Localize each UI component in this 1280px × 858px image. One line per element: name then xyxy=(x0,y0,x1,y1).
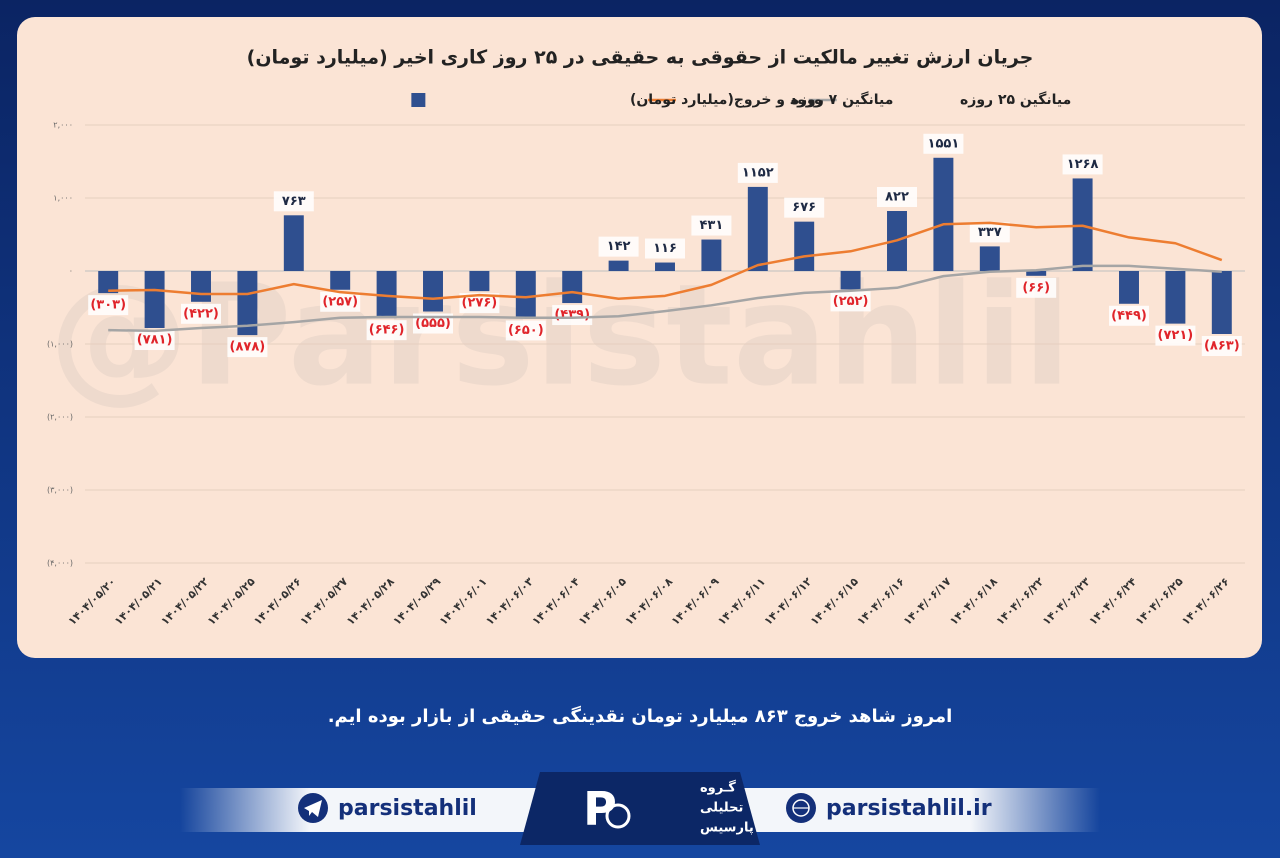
legend-label: ورود و خروج(میلیارد تومان) xyxy=(630,92,823,108)
data-label-box xyxy=(1109,305,1149,326)
data-label: ۳۳۷ xyxy=(978,225,1002,240)
telegram-glyph xyxy=(304,800,322,817)
data-label-box xyxy=(645,238,685,259)
bar xyxy=(701,239,722,271)
data-label: ۸۲۲ xyxy=(885,189,909,204)
data-label: ۴۳۱ xyxy=(699,218,723,233)
data-label: (۷۲۱) xyxy=(1158,328,1194,343)
bar xyxy=(1211,271,1232,334)
bar xyxy=(469,271,490,292)
data-label: (۸۷۸) xyxy=(230,340,266,355)
data-label-box xyxy=(1016,277,1057,298)
y-tick-label: ۰ xyxy=(69,267,73,276)
data-label: (۲۵۷) xyxy=(322,294,358,309)
bar xyxy=(144,271,165,329)
bar xyxy=(515,271,536,319)
bar xyxy=(1165,271,1186,324)
bar xyxy=(562,271,583,304)
data-label-box xyxy=(737,162,778,183)
data-label-box xyxy=(227,337,268,358)
bar xyxy=(1026,271,1047,276)
y-tick-label: (۲,۰۰۰) xyxy=(47,413,73,422)
data-label-box xyxy=(505,320,546,341)
data-label: (۷۸۱) xyxy=(137,333,173,348)
data-label: ۷۶۳ xyxy=(282,194,306,209)
y-tick-label: ۱,۰۰۰ xyxy=(53,194,73,203)
logo-text: پارسیس xyxy=(700,821,754,836)
data-label-box xyxy=(273,191,314,212)
data-label: (۴۳۹) xyxy=(554,308,590,323)
data-label-box xyxy=(877,186,917,207)
bar xyxy=(283,215,304,271)
data-label-box xyxy=(552,305,593,326)
data-label-box xyxy=(134,330,175,351)
website: parsistahlil.ir xyxy=(826,796,992,821)
data-label: (۲۵۲) xyxy=(833,294,869,309)
data-label-box xyxy=(691,215,732,236)
data-label-box xyxy=(413,313,453,334)
bar xyxy=(794,221,815,271)
bar xyxy=(933,157,954,271)
line xyxy=(108,221,1223,300)
legend-swatch xyxy=(411,93,426,107)
footer-strip xyxy=(180,788,550,832)
y-tick-label: (۱,۰۰۰) xyxy=(47,340,73,349)
legend-label: میانگین ۲۵ روزه xyxy=(960,91,1071,108)
bar xyxy=(747,186,768,271)
bar xyxy=(1119,271,1139,304)
data-label-box xyxy=(366,320,407,341)
logo-text: گـروه xyxy=(700,780,736,796)
bar xyxy=(979,246,1000,271)
data-label: (۳۰۳) xyxy=(90,298,126,313)
bar xyxy=(608,260,629,271)
data-label: ۱۵۵۱ xyxy=(928,136,960,151)
data-label-box xyxy=(1062,154,1103,175)
data-label-box xyxy=(598,236,639,257)
data-label-box xyxy=(923,133,964,154)
chart-title: جریان ارزش تغییر مالکیت از حقوقی به حقیق… xyxy=(247,47,1034,69)
y-tick-label: (۴,۰۰۰) xyxy=(47,559,73,568)
bar xyxy=(330,271,351,290)
data-label: (۴۴۹) xyxy=(1111,308,1147,323)
bar xyxy=(655,262,675,271)
watermark: @Parsistahlil xyxy=(49,255,1071,418)
y-tick-label: ۲,۰۰۰ xyxy=(53,121,73,130)
data-label: (۲۷۶) xyxy=(462,296,498,311)
line xyxy=(108,264,1222,333)
legend-label: میانگین ۷ روزه xyxy=(791,91,894,108)
logo-plate xyxy=(520,772,760,845)
bar xyxy=(840,271,861,290)
data-label-box xyxy=(1155,325,1196,346)
data-label: (۶۴۶) xyxy=(369,323,405,338)
bar xyxy=(237,271,258,336)
caption: امروز شاهد خروج ۸۶۳ میلیارد تومان نقدینگ… xyxy=(328,705,953,727)
data-label: ۱۱۶ xyxy=(653,241,677,256)
data-label: (۶۵۰) xyxy=(508,323,544,338)
y-tick-label: (۳,۰۰۰) xyxy=(47,486,73,495)
data-label-box xyxy=(830,291,871,312)
data-label: (۸۶۳) xyxy=(1204,338,1240,353)
logo-text: تحلیلی xyxy=(700,801,743,816)
data-label: ۱۲۶۸ xyxy=(1067,157,1099,172)
data-label-box xyxy=(784,197,825,218)
data-label-box xyxy=(88,295,129,316)
bar xyxy=(423,271,443,312)
bar xyxy=(191,271,211,302)
data-label-box xyxy=(969,222,1010,243)
data-label: ۱۱۵۲ xyxy=(742,165,774,180)
data-label: ۶۷۶ xyxy=(792,200,816,215)
data-label: (۵۵۵) xyxy=(415,316,451,331)
data-label-box xyxy=(1201,335,1242,356)
telegram-handle: parsistahlil xyxy=(338,796,477,821)
data-label: ۱۴۲ xyxy=(607,239,631,254)
data-label-box xyxy=(181,303,221,324)
data-label-box xyxy=(320,291,361,312)
data-label: (۴۲۲) xyxy=(183,306,219,321)
logo-mark xyxy=(605,803,631,829)
data-label-box xyxy=(459,293,500,314)
data-label: (۶۶) xyxy=(1022,280,1050,295)
bar xyxy=(98,271,119,294)
